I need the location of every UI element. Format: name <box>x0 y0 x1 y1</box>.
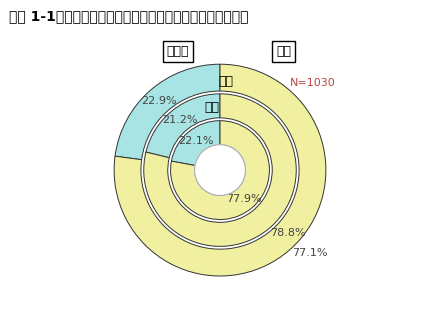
Text: 21.2%: 21.2% <box>162 115 198 125</box>
Wedge shape <box>114 64 326 276</box>
Text: 22.9%: 22.9% <box>141 95 177 106</box>
Wedge shape <box>144 94 296 246</box>
Text: 男性: 男性 <box>204 101 219 114</box>
Wedge shape <box>115 64 220 160</box>
Text: 78.8%: 78.8% <box>270 228 305 238</box>
Text: 77.1%: 77.1% <box>293 248 328 258</box>
Wedge shape <box>171 121 269 220</box>
Wedge shape <box>172 121 220 165</box>
Text: 全体: 全体 <box>207 147 222 160</box>
Text: N=1030: N=1030 <box>290 77 336 88</box>
Text: 【図 1-1】外食の際、店選びで失敗したことがありますか？: 【図 1-1】外食の際、店選びで失敗したことがありますか？ <box>9 9 248 23</box>
Text: いいえ: いいえ <box>166 45 189 58</box>
Circle shape <box>194 145 246 196</box>
Text: はい: はい <box>276 45 291 58</box>
Wedge shape <box>146 94 220 158</box>
Text: 女性: 女性 <box>218 75 233 88</box>
Text: 77.9%: 77.9% <box>226 194 262 204</box>
Text: 22.1%: 22.1% <box>178 136 214 146</box>
